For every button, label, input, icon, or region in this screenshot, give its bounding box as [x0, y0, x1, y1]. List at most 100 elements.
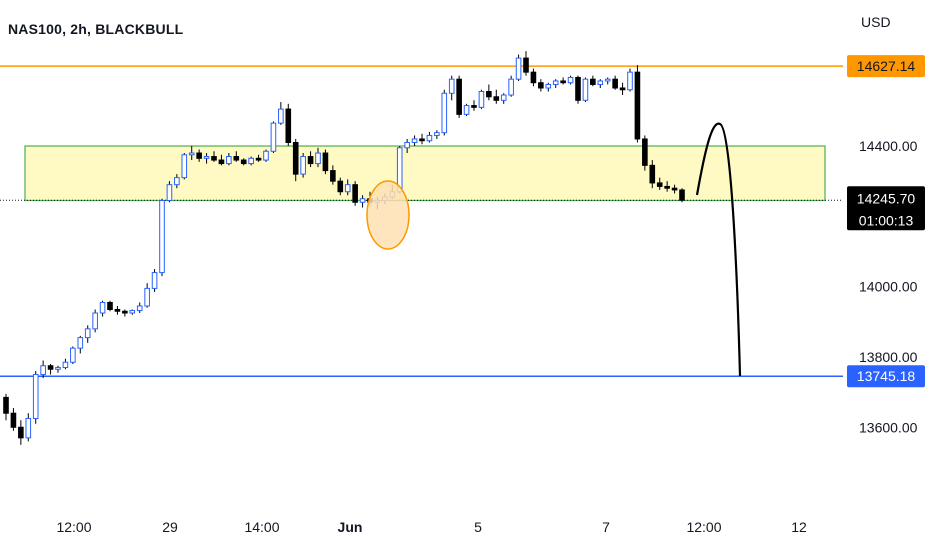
candle[interactable]	[300, 153, 306, 178]
candle[interactable]	[285, 103, 292, 146]
candle[interactable]	[77, 335, 84, 354]
candle[interactable]	[151, 269, 158, 292]
candle[interactable]	[344, 179, 351, 196]
candle-body	[188, 152, 195, 156]
y-axis-tick-label: 13600.00	[859, 419, 918, 435]
candle-body	[649, 164, 656, 184]
candle-body	[463, 105, 470, 115]
candle[interactable]	[322, 149, 329, 175]
candle[interactable]	[248, 156, 254, 166]
candle[interactable]	[240, 158, 247, 166]
candle[interactable]	[114, 305, 121, 315]
candle[interactable]	[315, 147, 321, 168]
candle[interactable]	[612, 75, 618, 90]
candle[interactable]	[627, 68, 633, 92]
candle[interactable]	[434, 130, 440, 139]
candle[interactable]	[463, 103, 470, 117]
candle[interactable]	[218, 154, 225, 166]
candle[interactable]	[270, 121, 277, 154]
candle[interactable]	[456, 75, 462, 118]
candle[interactable]	[166, 181, 173, 203]
candle[interactable]	[84, 325, 91, 343]
candle[interactable]	[55, 365, 61, 373]
candle[interactable]	[426, 131, 433, 143]
candle[interactable]	[441, 89, 448, 136]
candle[interactable]	[25, 413, 32, 442]
candle[interactable]	[47, 363, 54, 375]
candle[interactable]	[330, 165, 336, 185]
candle[interactable]	[70, 346, 76, 364]
candle[interactable]	[671, 184, 678, 194]
candle[interactable]	[3, 393, 9, 421]
candle[interactable]	[188, 146, 195, 161]
candle[interactable]	[597, 79, 604, 88]
candle-body	[307, 156, 314, 165]
candle-body	[612, 78, 618, 89]
candle[interactable]	[486, 84, 492, 101]
candle[interactable]	[530, 68, 537, 87]
candle[interactable]	[523, 51, 529, 76]
candle[interactable]	[107, 300, 113, 312]
candle[interactable]	[144, 283, 150, 308]
candle[interactable]	[196, 149, 202, 162]
support-resistance-zone[interactable]	[24, 145, 826, 202]
candle[interactable]	[493, 89, 500, 104]
candle[interactable]	[278, 102, 284, 125]
candle[interactable]	[181, 153, 188, 180]
candle[interactable]	[122, 309, 128, 317]
candle[interactable]	[642, 135, 648, 171]
candle[interactable]	[129, 309, 136, 315]
candle[interactable]	[174, 174, 180, 189]
candle[interactable]	[664, 181, 670, 192]
candle[interactable]	[448, 75, 455, 101]
candle[interactable]	[619, 82, 626, 96]
candle[interactable]	[404, 138, 410, 154]
candle[interactable]	[136, 302, 143, 314]
candle[interactable]	[10, 407, 17, 431]
candle[interactable]	[307, 151, 314, 168]
candle[interactable]	[419, 133, 425, 145]
candle-body	[151, 272, 158, 289]
candle[interactable]	[515, 54, 522, 81]
candle[interactable]	[508, 75, 514, 97]
candle[interactable]	[255, 154, 262, 162]
candle[interactable]	[211, 151, 217, 162]
candle[interactable]	[203, 153, 210, 164]
candle[interactable]	[656, 177, 663, 190]
candle[interactable]	[471, 100, 477, 111]
highlight-circle[interactable]	[366, 180, 410, 250]
candle[interactable]	[411, 135, 418, 146]
candle[interactable]	[582, 77, 589, 103]
candle[interactable]	[575, 75, 581, 104]
candle[interactable]	[634, 65, 641, 143]
candle[interactable]	[337, 177, 344, 196]
candle[interactable]	[478, 89, 485, 110]
candle[interactable]	[292, 138, 299, 182]
support-price-tag: 13745.18	[857, 368, 916, 384]
candle[interactable]	[62, 358, 69, 370]
candle[interactable]	[159, 198, 165, 277]
candle[interactable]	[359, 195, 366, 208]
candle[interactable]	[500, 93, 507, 104]
candle[interactable]	[567, 75, 574, 85]
candle[interactable]	[99, 300, 106, 317]
candle[interactable]	[649, 160, 656, 189]
candle[interactable]	[226, 153, 232, 166]
candle[interactable]	[352, 181, 358, 206]
projection-curve[interactable]	[695, 122, 742, 377]
candle[interactable]	[545, 82, 552, 92]
y-axis-tick-label: 13800.00	[859, 349, 918, 365]
candle[interactable]	[32, 371, 39, 424]
candle[interactable]	[560, 77, 566, 85]
candle[interactable]	[40, 360, 46, 379]
candle[interactable]	[679, 188, 685, 203]
candle[interactable]	[233, 151, 240, 162]
candle[interactable]	[263, 149, 269, 162]
candle[interactable]	[538, 79, 544, 92]
candle[interactable]	[590, 75, 596, 87]
candle[interactable]	[604, 77, 611, 85]
candle[interactable]	[92, 309, 98, 333]
candle[interactable]	[18, 420, 24, 445]
candle[interactable]	[552, 79, 559, 88]
